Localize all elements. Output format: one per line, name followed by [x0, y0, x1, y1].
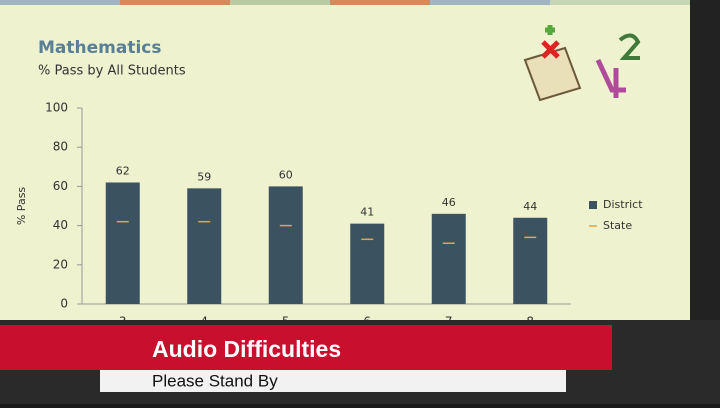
- math-icon: [523, 25, 641, 102]
- top-strip: [330, 0, 430, 5]
- bar: [350, 223, 385, 304]
- y-tick-label: 80: [53, 140, 68, 154]
- y-tick-label: 100: [45, 101, 68, 115]
- legend-label: State: [603, 219, 632, 232]
- bar: [513, 217, 548, 304]
- chart-title: Mathematics: [38, 38, 161, 58]
- y-axis-label: % Pass: [15, 187, 28, 226]
- top-strip: [230, 0, 330, 5]
- top-strip: [550, 0, 690, 5]
- y-tick-label: 40: [53, 218, 68, 232]
- legend-swatch: [589, 201, 597, 209]
- y-tick-label: 0: [60, 297, 68, 311]
- top-strip: [430, 0, 550, 5]
- data-label: 62: [116, 164, 130, 177]
- banner-title: Audio Difficulties: [152, 336, 341, 362]
- banner-white: [100, 370, 566, 392]
- data-label: 41: [360, 206, 374, 219]
- top-strip: [120, 0, 230, 5]
- bar: [268, 186, 303, 304]
- y-tick-label: 60: [53, 179, 68, 193]
- legend-label: District: [603, 198, 643, 211]
- banner-subtitle: Please Stand By: [152, 371, 278, 390]
- top-strip: [0, 0, 120, 5]
- bar: [431, 213, 466, 304]
- data-label: 59: [197, 170, 211, 183]
- y-tick-label: 20: [53, 257, 68, 271]
- data-label: 60: [279, 168, 293, 181]
- banner-red: [0, 325, 612, 370]
- chart-subtitle: % Pass by All Students: [38, 64, 186, 79]
- banner: Audio Difficulties Please Stand By: [0, 320, 720, 404]
- bar: [105, 182, 140, 304]
- data-label: 46: [442, 196, 456, 209]
- data-label: 44: [523, 200, 537, 213]
- bar: [187, 188, 222, 304]
